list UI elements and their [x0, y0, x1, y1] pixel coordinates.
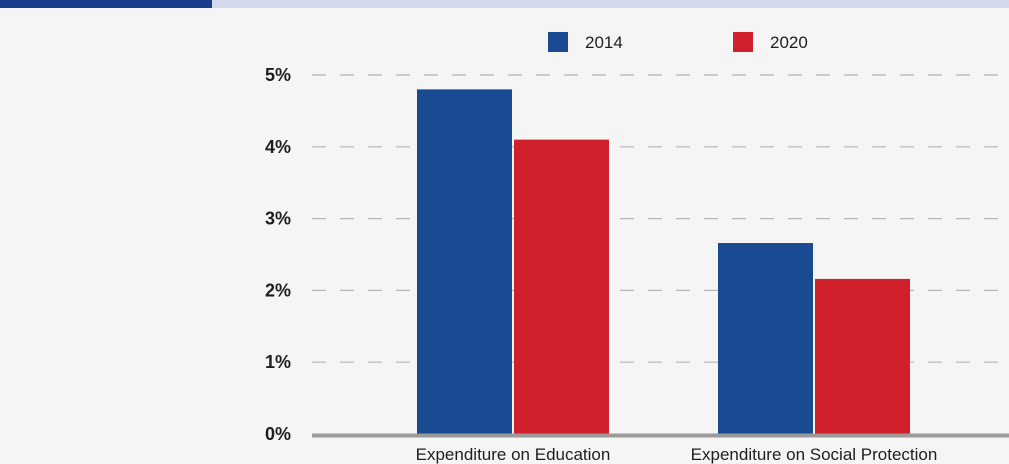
bar-2014: [417, 89, 512, 435]
category-label: Expenditure on Education: [416, 445, 611, 464]
category-label: Expenditure on Social Protection: [691, 445, 938, 464]
bar-2020: [815, 278, 910, 434]
y-tick-label: 2%: [265, 280, 291, 300]
bar-2014: [718, 243, 813, 434]
y-tick-label: 0%: [265, 424, 291, 444]
legend-swatch: [548, 32, 568, 52]
top-accent-bar: [0, 0, 1009, 8]
y-tick-label: 3%: [265, 209, 291, 229]
top-accent-bar-highlight: [0, 0, 212, 8]
y-tick-label: 4%: [265, 137, 291, 157]
legend-swatch: [733, 32, 753, 52]
bar-2020: [514, 139, 609, 434]
y-tick-label: 5%: [265, 65, 291, 85]
legend-label: 2020: [770, 33, 808, 52]
y-tick-label: 1%: [265, 352, 291, 372]
legend-label: 2014: [585, 33, 623, 52]
